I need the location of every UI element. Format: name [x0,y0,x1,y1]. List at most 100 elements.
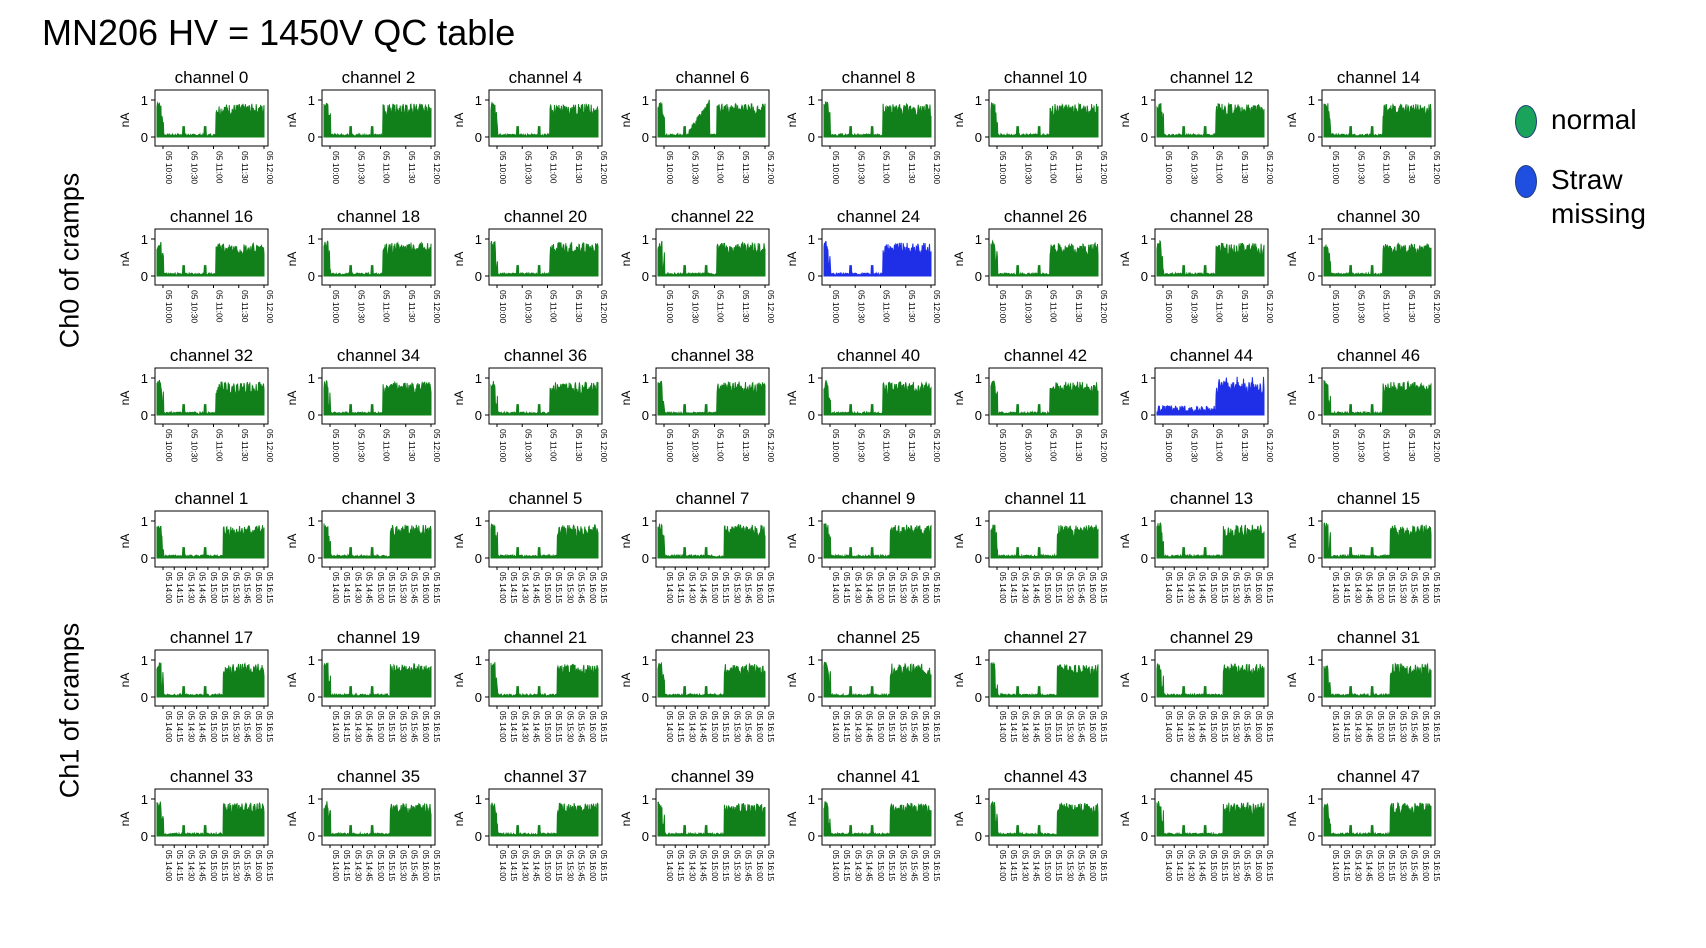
x-tick-label: 05 14:45 [1032,850,1041,882]
plot-frame [321,367,436,425]
y-tick-label: 1 [1308,653,1315,668]
x-tick-label: 05 11:00 [215,151,225,184]
channel-31-series [1323,662,1432,699]
x-tick-label: 05 12:00 [1265,290,1275,323]
y-axis-label: nA [452,673,466,688]
x-tick-label: 05 11:00 [882,290,892,323]
x-tick-label: 05 14:00 [831,572,840,604]
subplot-channel-44: channel 44 nA 0 1 05 10:00 05 10:30 05 11:00 05… [1118,346,1275,462]
channel-42-series [990,380,1099,416]
x-tick-label: 05 11:30 [741,151,751,184]
x-tick-label: 05 15:45 [744,572,753,604]
x-tick-label: 05 16:15 [1099,850,1108,882]
plot-frame [488,510,603,568]
y-tick-label: 1 [1308,371,1315,386]
x-tick-label: 05 15:30 [231,850,240,882]
y-tick-label: 0 [1308,269,1315,284]
x-tick-label: 05 15:15 [220,711,229,743]
channel-21-series [490,662,599,698]
x-tick-label: 05 11:00 [215,290,225,323]
y-axis-label: nA [452,812,466,827]
subplot-title: channel 3 [342,489,416,508]
x-tick-label: 05 10:00 [331,151,341,184]
x-tick-label: 05 11:30 [240,151,250,184]
x-tick-label: 05 14:30 [1353,850,1362,882]
legend-swatch-normal [1515,105,1537,138]
plot-frame [821,89,936,147]
x-tick-label: 05 12:00 [766,290,776,323]
x-tick-label: 05 14:00 [1164,711,1173,743]
plot-frame [655,510,770,568]
x-tick-label: 05 12:00 [265,290,275,323]
x-tick-label: 05 15:15 [554,572,563,604]
channel-12-series [1156,102,1265,139]
subplot-channel-8: channel 8 nA 0 1 05 10:00 05 10:30 05 11:00 05 … [785,68,942,184]
x-tick-label: 05 12:00 [265,151,275,184]
x-tick-label: 05 15:00 [376,572,385,604]
x-tick-label: 05 15:45 [410,850,419,882]
plot-frame [655,89,770,147]
x-tick-label: 05 15:30 [1398,850,1407,882]
channel-47-series [1323,801,1432,838]
x-tick-label: 05 15:30 [565,572,574,604]
x-tick-label: 05 14:15 [1342,711,1351,743]
x-tick-label: 05 14:15 [676,711,685,743]
x-tick-label: 05 14:45 [1365,850,1374,882]
channel-24-series [823,240,932,278]
y-tick-label: 1 [808,653,815,668]
x-tick-label: 05 16:15 [1099,572,1108,604]
y-tick-label: 1 [808,93,815,108]
x-tick-label: 05 14:45 [365,711,374,743]
x-tick-label: 05 15:30 [1065,850,1074,882]
y-axis-label: nA [952,812,966,827]
x-tick-label: 05 10:30 [356,151,366,184]
y-axis-label: nA [1118,812,1132,827]
subplot-title: channel 41 [837,767,920,786]
slide-title: MN206 HV = 1450V QC table [42,12,516,53]
x-tick-label: 05 16:00 [254,572,263,604]
y-axis-label: nA [118,534,132,549]
x-tick-label: 05 15:45 [1077,711,1086,743]
x-tick-label: 05 14:00 [1331,572,1340,604]
x-tick-label: 05 14:45 [198,572,207,604]
x-tick-label: 05 10:00 [1164,429,1174,462]
plot-frame [655,649,770,707]
subplot-channel-30: channel 30 nA 0 1 05 10:00 05 10:30 05 11:00 05… [1285,207,1442,323]
x-tick-label: 05 14:15 [676,850,685,882]
x-tick-label: 05 14:00 [998,850,1007,882]
subplot-title: channel 13 [1170,489,1253,508]
x-tick-label: 05 14:45 [1198,572,1207,604]
y-tick-label: 1 [1308,792,1315,807]
x-tick-label: 05 10:30 [1189,290,1199,323]
subplot-title: channel 1 [175,489,249,508]
y-tick-label: 1 [975,93,982,108]
x-tick-label: 05 16:00 [421,850,430,882]
x-tick-label: 05 10:30 [523,290,533,323]
x-tick-label: 05 10:30 [690,151,700,184]
plot-frame [1154,89,1269,147]
subplot-title: channel 43 [1004,767,1087,786]
subplot-title: channel 24 [837,207,920,226]
y-tick-label: 0 [975,829,982,844]
y-axis-label: nA [285,812,299,827]
subplot-title: channel 40 [837,346,920,365]
x-tick-label: 05 15:00 [376,850,385,882]
plot-frame [488,367,603,425]
channel-27-series [990,661,1099,699]
channel-34-series [323,380,432,416]
x-tick-label: 05 15:15 [721,572,730,604]
channel-22-series [657,240,766,277]
x-tick-label: 05 16:00 [1088,711,1097,743]
x-tick-label: 05 16:00 [755,850,764,882]
x-tick-label: 05 10:00 [665,151,675,184]
x-tick-label: 05 15:45 [1243,711,1252,743]
x-tick-label: 05 14:00 [164,850,173,882]
x-tick-label: 05 10:00 [331,429,341,462]
plot-frame [655,367,770,425]
channel-15-series [1323,522,1432,560]
channel-20-series [490,240,599,277]
y-axis-label: nA [952,673,966,688]
